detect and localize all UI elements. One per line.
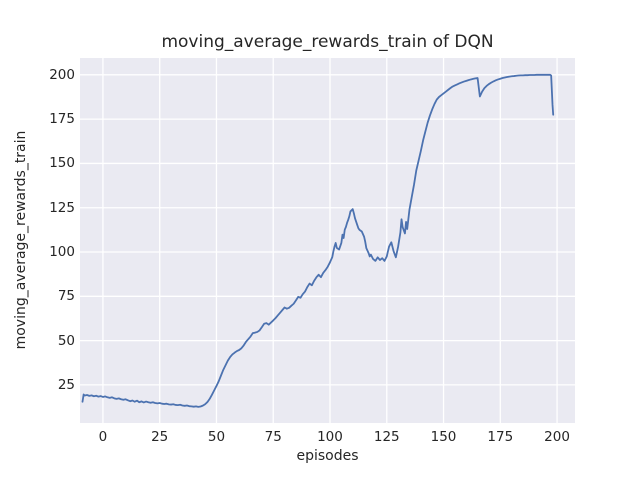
y-tick-label: 150 [49, 155, 75, 172]
y-tick-label: 100 [49, 244, 75, 261]
x-tick-label: 175 [487, 429, 514, 445]
plot-area [80, 58, 575, 423]
x-tick-label: 75 [264, 429, 282, 445]
x-tick-label: 25 [151, 429, 169, 445]
y-tick-label: 200 [49, 66, 75, 83]
y-axis-label: moving_average_rewards_train [13, 130, 29, 350]
y-tick-label: 125 [49, 199, 75, 216]
x-tick-label: 0 [98, 429, 108, 445]
chart-canvas [80, 58, 575, 423]
x-tick-label: 100 [317, 429, 343, 445]
chart-title: moving_average_rewards_train of DQN [161, 32, 494, 52]
series-line [81, 73, 555, 408]
y-tick-label: 25 [57, 376, 75, 393]
y-tick-label: 50 [57, 332, 75, 349]
x-tick-label: 50 [207, 429, 226, 445]
y-tick-label: 175 [49, 111, 75, 128]
y-tick-label: 75 [57, 288, 75, 305]
x-tick-label: 125 [373, 429, 400, 445]
x-axis-label: episodes [296, 448, 359, 464]
x-tick-label: 200 [544, 429, 570, 445]
x-tick-label: 150 [430, 429, 457, 445]
